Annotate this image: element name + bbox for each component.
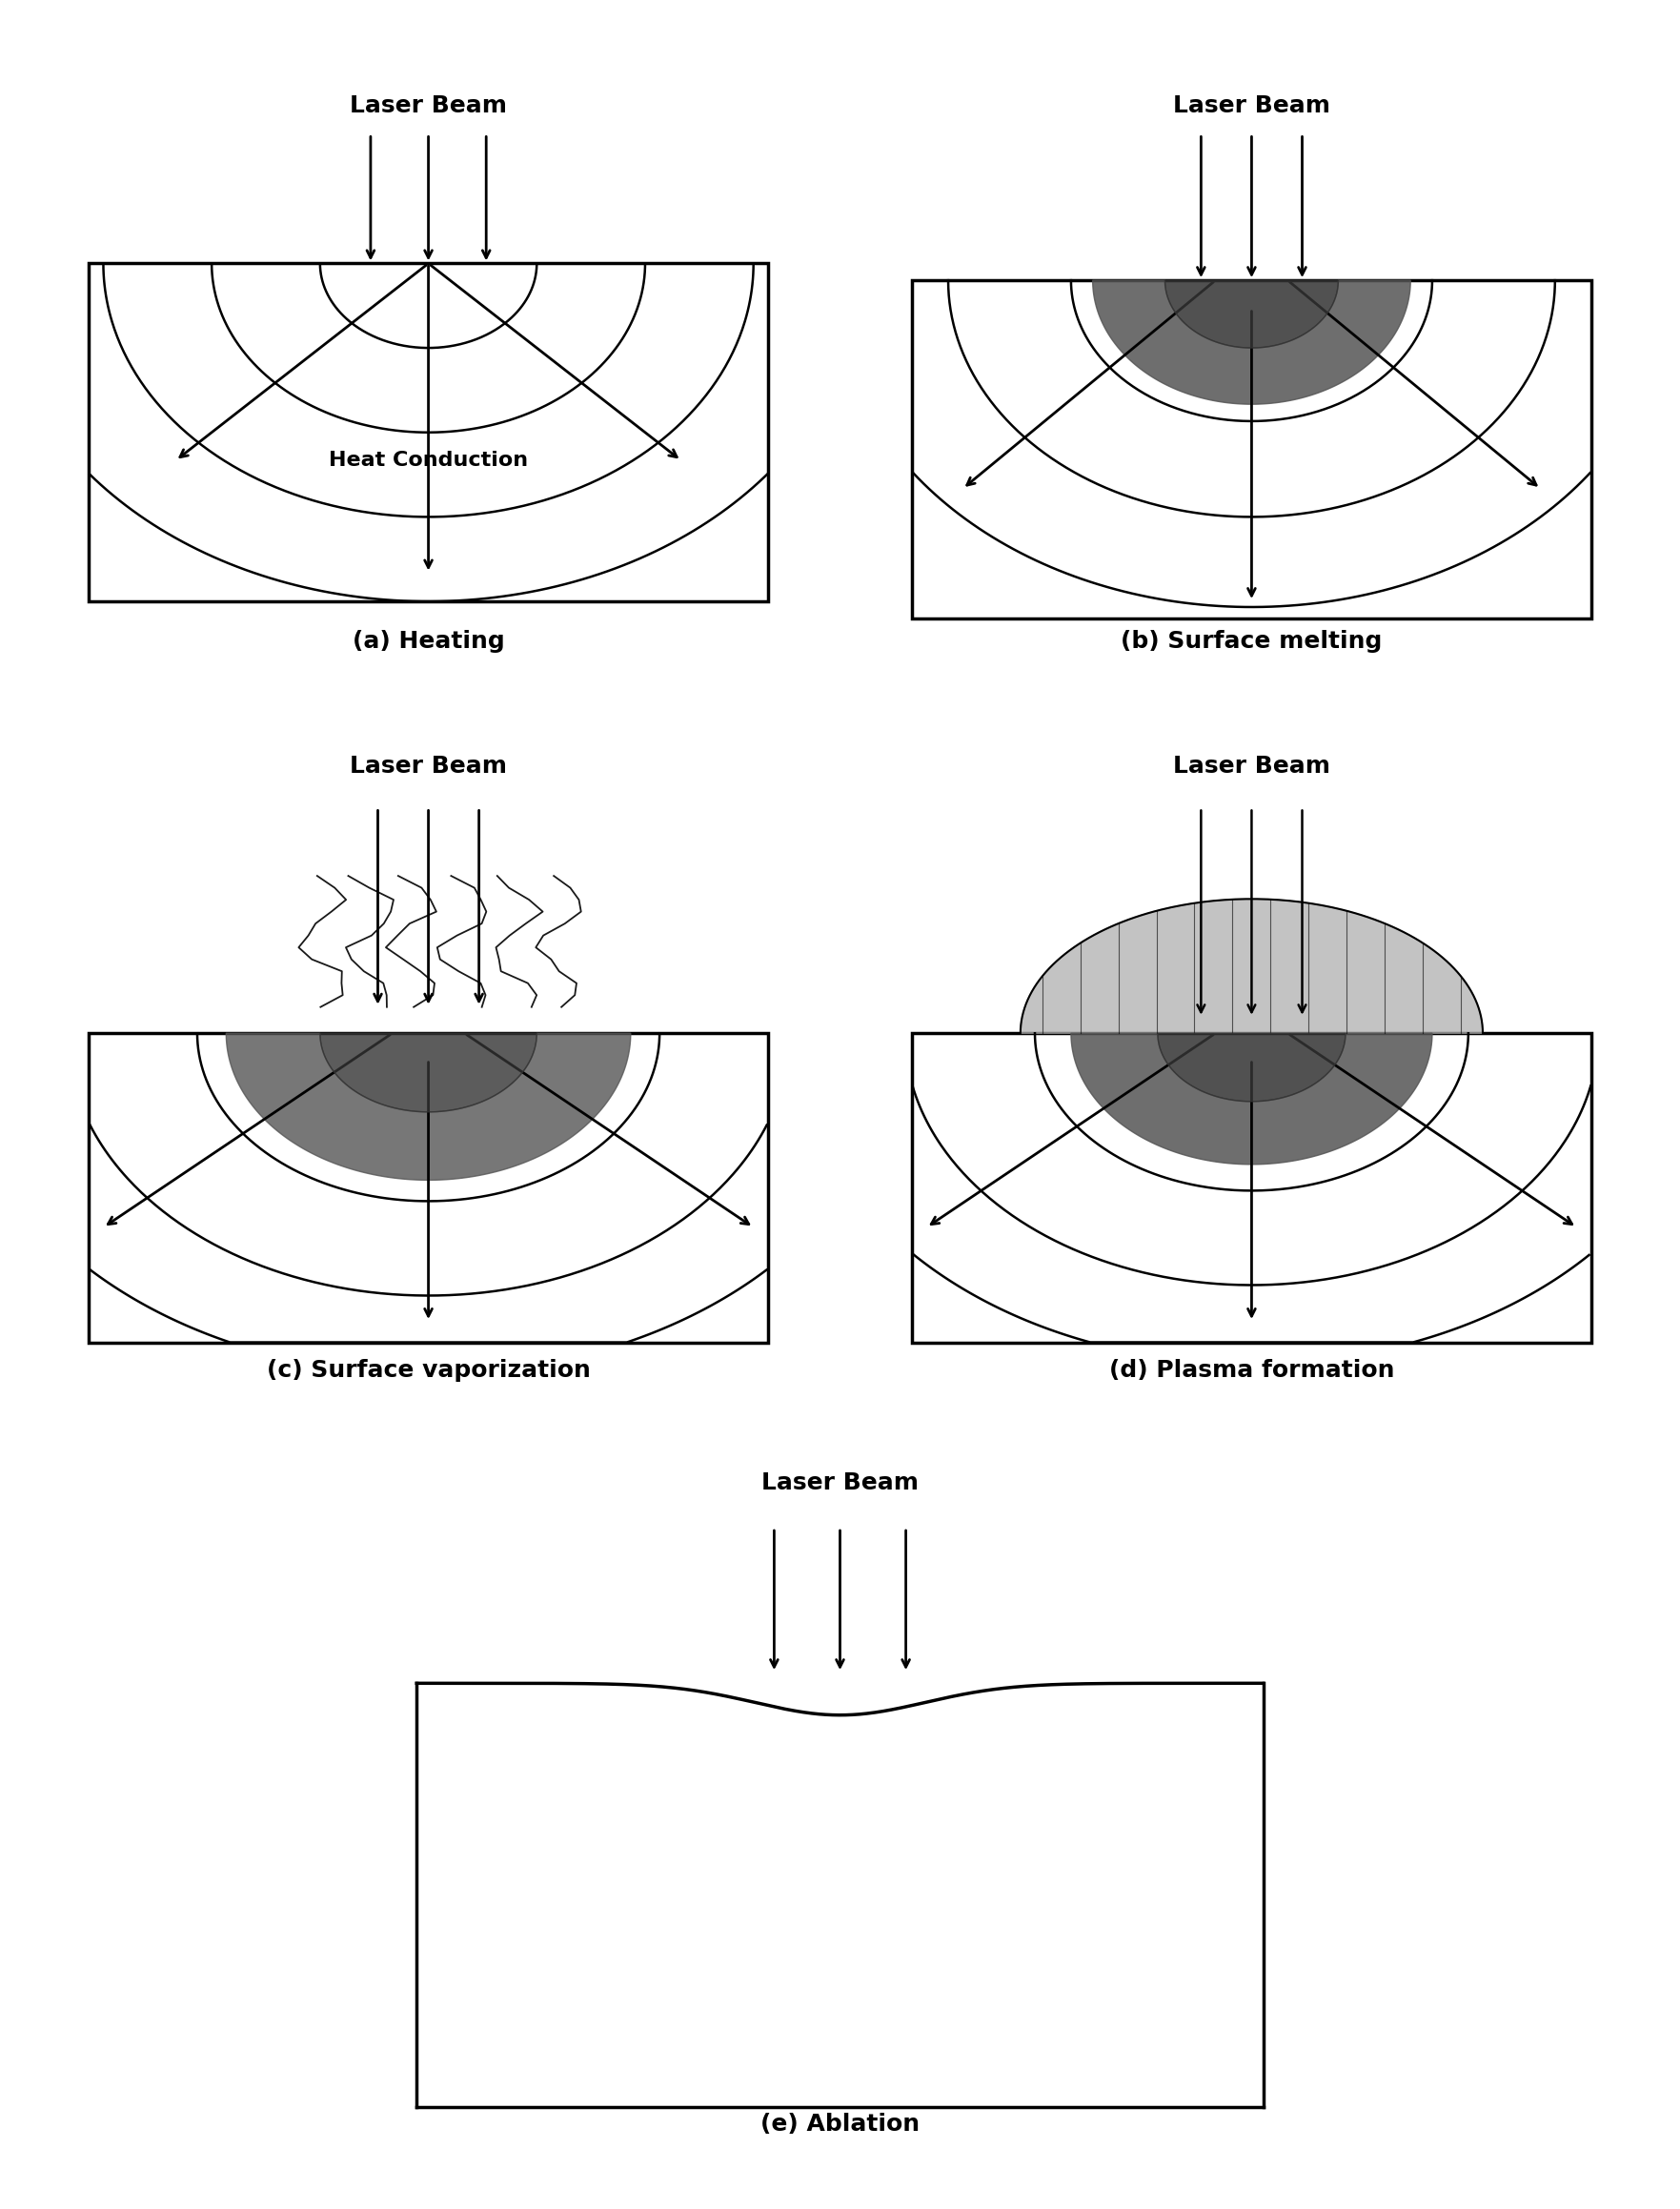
Bar	[912, 1034, 1591, 1343]
Polygon shape	[1092, 281, 1411, 404]
Bar	[89, 1034, 768, 1343]
Polygon shape	[1020, 899, 1483, 1034]
Text: (c) Surface vaporization: (c) Surface vaporization	[267, 1359, 590, 1381]
Polygon shape	[1158, 1034, 1346, 1102]
Text: Laser Beam: Laser Beam	[349, 95, 507, 117]
Bar	[912, 281, 1591, 619]
Text: (a) Heating: (a) Heating	[353, 630, 504, 652]
Text: Laser Beam: Laser Beam	[1173, 755, 1331, 778]
Polygon shape	[1072, 1034, 1431, 1164]
Polygon shape	[319, 1034, 538, 1111]
Bar	[89, 263, 768, 601]
Polygon shape	[227, 1034, 630, 1180]
Polygon shape	[1164, 281, 1339, 347]
Text: Laser Beam: Laser Beam	[761, 1471, 919, 1493]
Text: Laser Beam: Laser Beam	[1173, 95, 1331, 117]
Text: (d) Plasma formation: (d) Plasma formation	[1109, 1359, 1394, 1381]
Text: (e) Ablation: (e) Ablation	[761, 2112, 919, 2136]
Text: Laser Beam: Laser Beam	[349, 755, 507, 778]
Text: Heat Conduction: Heat Conduction	[329, 451, 528, 471]
Text: (b) Surface melting: (b) Surface melting	[1121, 630, 1383, 652]
